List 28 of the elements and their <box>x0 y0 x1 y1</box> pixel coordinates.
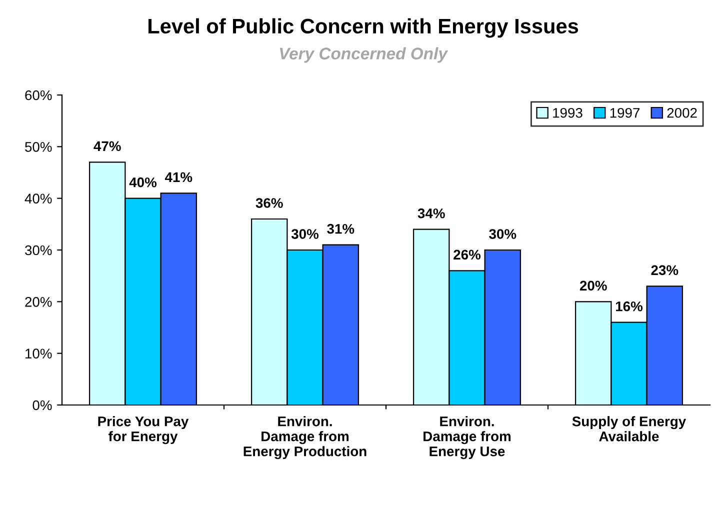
data-label: 16% <box>616 301 643 312</box>
data-label: 30% <box>291 229 319 239</box>
x-tick-label: Environ. Damage from Energy Production <box>244 416 366 460</box>
data-label: 20% <box>580 280 607 291</box>
legend-label: 1997 <box>610 108 640 118</box>
y-tick-label: 10% <box>26 348 52 359</box>
data-label: 36% <box>256 198 283 208</box>
legend-label: 2002 <box>667 108 697 118</box>
data-label: 31% <box>327 224 354 234</box>
y-tick-label: 40% <box>24 194 52 204</box>
y-tick-label: 20% <box>25 297 52 307</box>
data-label: 23% <box>651 265 678 276</box>
chart-subtitle: Very Concerned Only <box>280 47 448 63</box>
y-tick-label: 0% <box>32 400 52 410</box>
data-label: 41% <box>164 172 192 182</box>
data-label: 34% <box>418 208 445 218</box>
legend-label: 1993 <box>553 108 582 118</box>
data-label: 47% <box>94 141 121 152</box>
y-tick-label: 30% <box>25 245 52 256</box>
y-tick-label: 60% <box>25 90 52 100</box>
x-tick-label: Supply of Energy Available <box>572 416 686 442</box>
data-label: 30% <box>489 229 516 239</box>
x-tick-label: Environ. Damage from Energy Use <box>424 416 511 460</box>
x-tick-label: Price You Pay for Energy <box>98 416 189 444</box>
chart-title: Level of Public Concern with Energy Issues <box>148 18 578 38</box>
data-label: 26% <box>454 250 481 260</box>
y-tick-label: 50% <box>25 142 52 152</box>
data-label: 40% <box>129 177 157 188</box>
